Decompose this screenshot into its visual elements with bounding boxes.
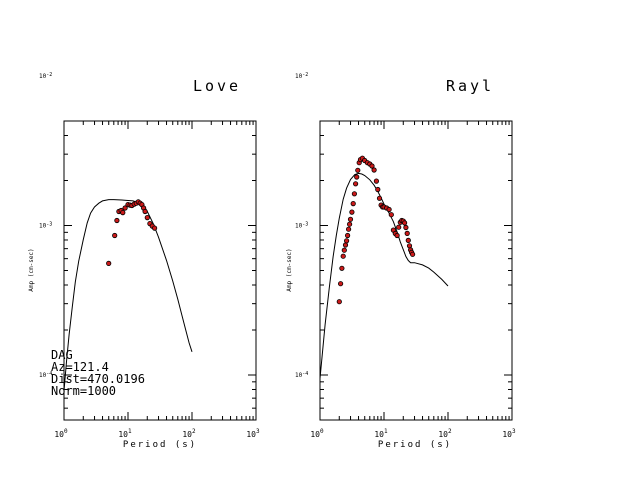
rayl-observed-point xyxy=(337,281,344,287)
rayl-observed-point xyxy=(405,237,411,243)
annotation-line: Norm=1000 xyxy=(51,384,116,398)
tick-exponent: 0 xyxy=(64,428,68,435)
rayl-observed-point xyxy=(354,174,360,180)
rayl-y-tick-label: 10-3 xyxy=(295,221,308,229)
tick-base: 10 xyxy=(39,222,47,229)
tick-exponent: -3 xyxy=(46,221,52,227)
rayl-observed-point xyxy=(336,299,342,305)
rayl-y-tick-label: 10-4 xyxy=(295,371,308,379)
rayl-observed-point xyxy=(373,178,379,184)
tick-exponent: -2 xyxy=(302,72,308,78)
annotation-line: Az=121.4 xyxy=(51,360,109,374)
rayl-x-tick-label: 100 xyxy=(310,428,324,439)
rayl-observed-point xyxy=(349,209,355,215)
love-observed-point xyxy=(120,210,126,216)
rayl-observed-point xyxy=(409,251,416,257)
tick-exponent: -4 xyxy=(46,371,52,377)
tick-base: 10 xyxy=(374,430,384,439)
tick-base: 10 xyxy=(54,430,64,439)
rayl-observed-point xyxy=(396,224,402,230)
rayl-observed-point xyxy=(401,220,408,226)
tick-exponent: 1 xyxy=(128,428,132,435)
tick-exponent: -3 xyxy=(302,221,308,227)
tick-base: 10 xyxy=(295,73,303,80)
rayl-observed-point xyxy=(351,191,357,197)
tick-base: 10 xyxy=(246,430,256,439)
love-x-tick-label: 102 xyxy=(182,428,196,439)
tick-base: 10 xyxy=(39,73,47,80)
tick-base: 10 xyxy=(182,430,192,439)
rayl-observed-point xyxy=(352,181,359,187)
love-model-curve xyxy=(63,199,193,391)
rayl-observed-point xyxy=(345,226,352,232)
love-observed-point xyxy=(142,208,148,215)
rayl-observed-point xyxy=(339,265,345,271)
annotation-line: DAG xyxy=(51,348,73,362)
tick-exponent: 3 xyxy=(256,428,260,435)
love-observed-point xyxy=(122,205,128,211)
tick-base: 10 xyxy=(118,430,128,439)
rayl-observed-point xyxy=(376,195,383,201)
rayl-plot-frame xyxy=(319,120,513,421)
love-y-tick-label: 10-2 xyxy=(39,72,52,80)
rayl-observed-point xyxy=(375,186,381,193)
love-x-tick-label: 103 xyxy=(246,428,260,439)
rayl-observed-point xyxy=(350,201,356,207)
rayl-x-axis-label: Period (s) xyxy=(378,440,452,450)
rayl-model-curve xyxy=(319,172,449,379)
rayl-observed-point xyxy=(404,230,410,236)
tick-exponent: -2 xyxy=(46,72,52,78)
rayl-x-tick-label: 101 xyxy=(374,428,388,439)
annotation-line: Dist=470.0196 xyxy=(51,372,145,386)
tick-exponent: 1 xyxy=(384,428,388,435)
tick-base: 10 xyxy=(438,430,448,439)
love-y-tick-label: 10-3 xyxy=(39,221,52,229)
love-observed-point xyxy=(106,260,112,266)
love-x-axis-label: Period (s) xyxy=(123,440,197,450)
tick-exponent: 2 xyxy=(448,428,452,435)
tick-exponent: -4 xyxy=(302,371,308,377)
tick-base: 10 xyxy=(502,430,512,439)
tick-exponent: 3 xyxy=(512,428,516,435)
rayl-y-tick-label: 10-2 xyxy=(295,72,308,80)
rayl-observed-point xyxy=(347,216,354,222)
love-x-tick-label: 101 xyxy=(118,428,132,439)
rayl-x-tick-label: 103 xyxy=(502,428,516,439)
rayl-observed-point xyxy=(371,167,377,173)
rayl-observed-point xyxy=(388,212,394,218)
rayl-chart-title: Rayl xyxy=(446,77,494,95)
love-y-tick-label: 10-4 xyxy=(39,371,52,379)
rayl-observed-point xyxy=(342,242,349,248)
love-observed-point xyxy=(144,215,150,221)
tick-exponent: 0 xyxy=(320,428,324,435)
rayl-y-axis-label: Amp (cm-sec) xyxy=(286,248,293,291)
tick-base: 10 xyxy=(310,430,320,439)
tick-base: 10 xyxy=(295,222,303,229)
rayl-observed-point xyxy=(341,247,347,253)
rayl-observed-point xyxy=(355,167,361,173)
love-x-tick-label: 100 xyxy=(54,428,68,439)
rayl-x-tick-label: 102 xyxy=(438,428,452,439)
rayl-observed-point xyxy=(369,163,375,169)
rayl-observed-point xyxy=(344,232,351,239)
rayl-observed-point xyxy=(340,253,346,259)
station-annotation: DAG Az=121.4 Dist=470.0196 Norm=1000 xyxy=(51,348,145,398)
love-observed-point xyxy=(114,217,120,224)
tick-exponent: 2 xyxy=(192,428,196,435)
tick-base: 10 xyxy=(39,372,47,379)
tick-base: 10 xyxy=(295,372,303,379)
rayl-observed-point xyxy=(394,232,400,239)
love-observed-point xyxy=(152,225,158,231)
love-chart-title: Love xyxy=(193,77,241,95)
love-y-axis-label: Amp (cm-sec) xyxy=(28,248,35,291)
love-observed-point xyxy=(112,232,118,239)
rayl-observed-point xyxy=(403,224,409,231)
rayl-observed-point xyxy=(386,206,392,213)
rayl-observed-point xyxy=(343,238,350,244)
rayl-observed-point xyxy=(346,221,353,227)
